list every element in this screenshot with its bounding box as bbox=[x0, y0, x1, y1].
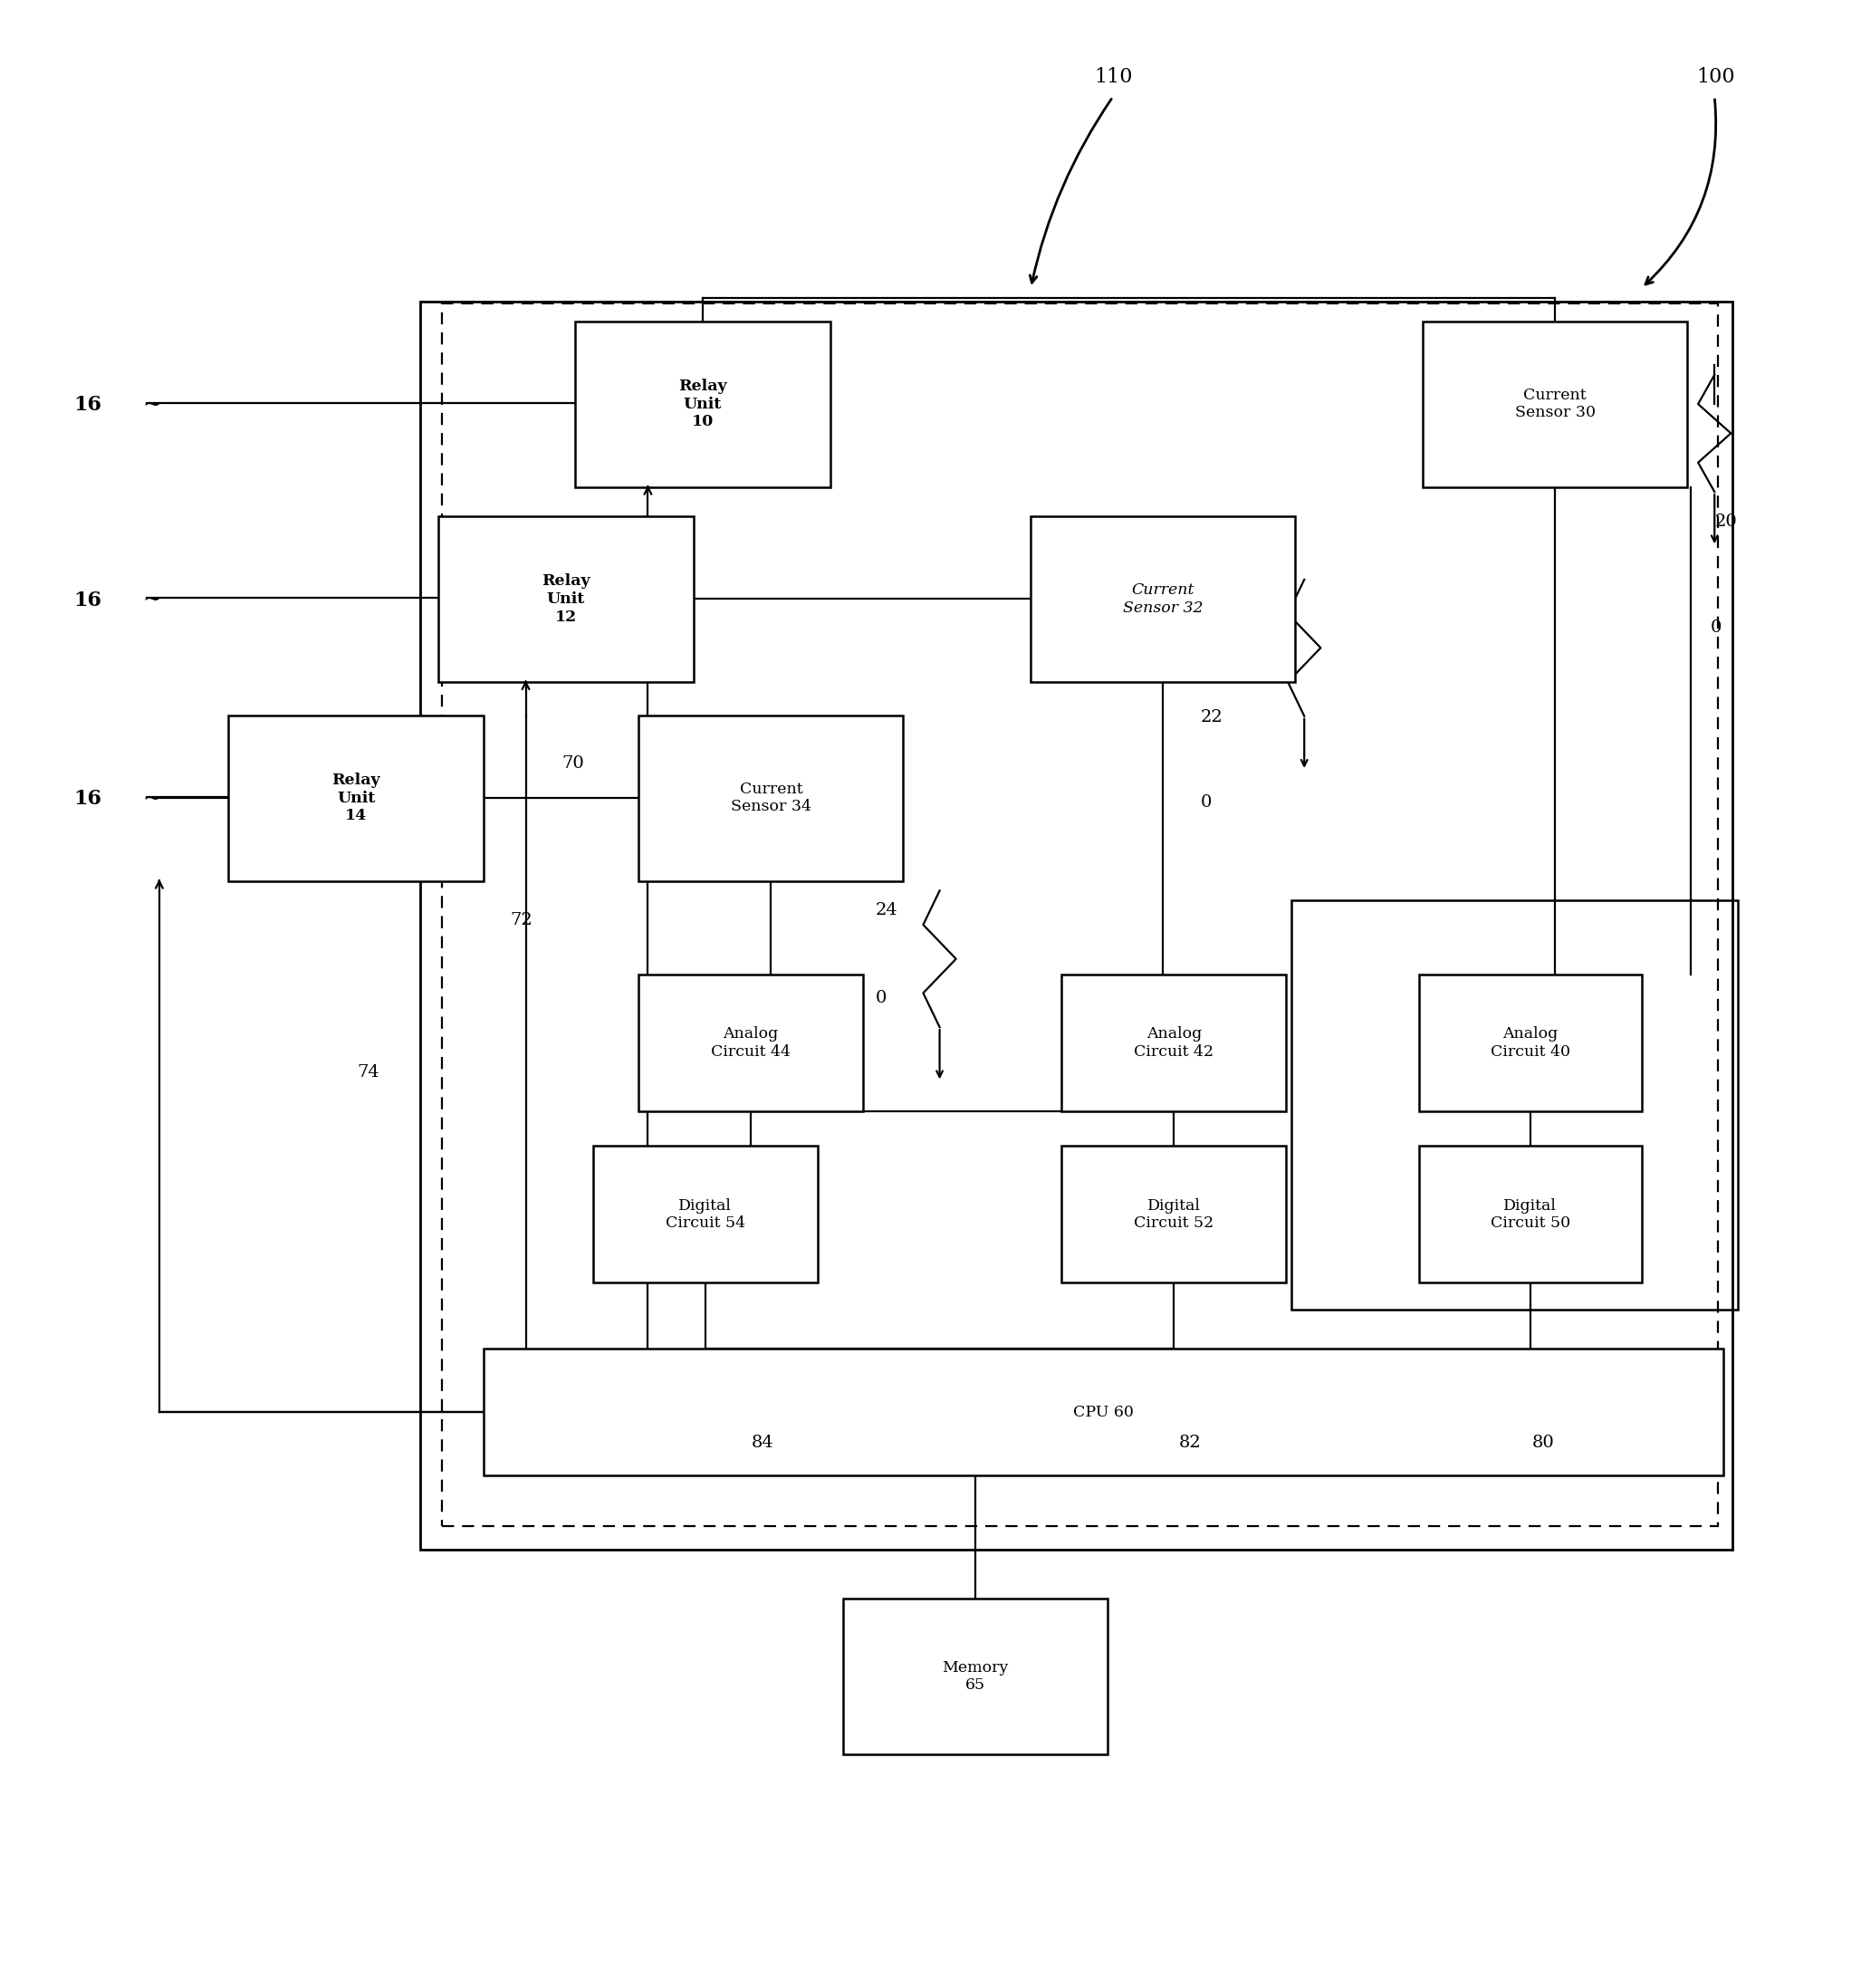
Text: Digital
Circuit 54: Digital Circuit 54 bbox=[666, 1199, 744, 1231]
Text: Analog
Circuit 44: Analog Circuit 44 bbox=[711, 1026, 791, 1060]
Text: ~: ~ bbox=[143, 590, 162, 610]
Text: 110: 110 bbox=[1094, 68, 1133, 87]
Text: Memory
65: Memory 65 bbox=[942, 1660, 1009, 1694]
Bar bbox=[1420, 1147, 1641, 1282]
Text: 84: 84 bbox=[752, 1435, 774, 1451]
Bar bbox=[1063, 974, 1286, 1111]
Text: ~: ~ bbox=[143, 394, 162, 415]
Bar bbox=[1420, 974, 1641, 1111]
Text: 16: 16 bbox=[74, 590, 102, 610]
Text: 0: 0 bbox=[1710, 618, 1721, 636]
Text: 74: 74 bbox=[357, 1064, 380, 1079]
Text: 20: 20 bbox=[1714, 513, 1736, 531]
Text: ~: ~ bbox=[143, 789, 162, 809]
Text: 24: 24 bbox=[877, 903, 899, 918]
Bar bbox=[484, 1350, 1723, 1475]
Text: Analog
Circuit 40: Analog Circuit 40 bbox=[1491, 1026, 1571, 1060]
Text: 0: 0 bbox=[1200, 795, 1212, 811]
Text: 70: 70 bbox=[562, 755, 584, 771]
Text: Digital
Circuit 50: Digital Circuit 50 bbox=[1491, 1199, 1571, 1231]
Text: 16: 16 bbox=[74, 396, 102, 415]
Text: Relay
Unit
14: Relay Unit 14 bbox=[331, 773, 380, 823]
Text: 82: 82 bbox=[1178, 1435, 1200, 1451]
Bar bbox=[1292, 901, 1738, 1310]
Bar bbox=[575, 322, 830, 487]
Bar bbox=[229, 716, 484, 881]
Text: Relay
Unit
12: Relay Unit 12 bbox=[542, 575, 590, 624]
Text: Digital
Circuit 52: Digital Circuit 52 bbox=[1133, 1199, 1213, 1231]
Bar bbox=[843, 1598, 1107, 1755]
Text: CPU 60: CPU 60 bbox=[1074, 1406, 1133, 1419]
Bar bbox=[437, 517, 694, 682]
Text: Analog
Circuit 42: Analog Circuit 42 bbox=[1133, 1026, 1213, 1060]
Bar bbox=[441, 304, 1718, 1527]
Text: 80: 80 bbox=[1532, 1435, 1554, 1451]
Text: 100: 100 bbox=[1695, 68, 1734, 87]
Text: Relay
Unit
10: Relay Unit 10 bbox=[677, 378, 728, 429]
Text: 16: 16 bbox=[74, 789, 102, 809]
Bar bbox=[594, 1147, 817, 1282]
Bar bbox=[1424, 322, 1688, 487]
Text: 22: 22 bbox=[1200, 710, 1223, 726]
Text: Current
Sensor 34: Current Sensor 34 bbox=[731, 781, 811, 815]
Bar bbox=[1031, 517, 1295, 682]
Bar bbox=[421, 302, 1733, 1551]
Text: Current
Sensor 30: Current Sensor 30 bbox=[1515, 388, 1595, 421]
Text: Current
Sensor 32: Current Sensor 32 bbox=[1122, 582, 1202, 616]
Text: 72: 72 bbox=[510, 912, 532, 928]
Text: 0: 0 bbox=[877, 990, 888, 1006]
Bar bbox=[638, 974, 864, 1111]
Bar bbox=[638, 716, 903, 881]
Bar bbox=[1063, 1147, 1286, 1282]
